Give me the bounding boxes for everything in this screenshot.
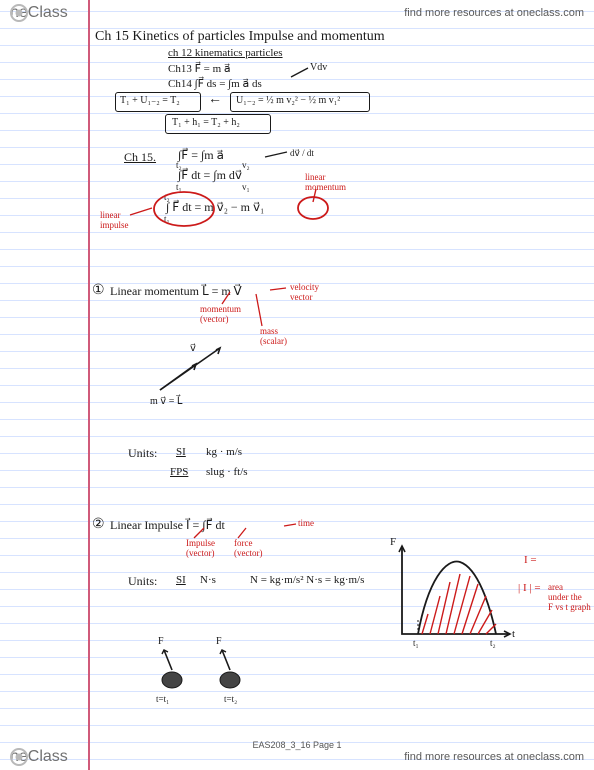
body1-F: F	[158, 636, 164, 647]
ch15-t2a: t₂	[176, 160, 182, 170]
ch14-line: Ch14 ∫F⃗ ds = ∫m a⃗ ds	[168, 77, 262, 90]
ch15-v1: v₁	[242, 182, 250, 192]
brand-logo: neClass	[10, 4, 68, 22]
sec2-units: Units:	[128, 574, 157, 589]
diagram-v: v⃗	[190, 343, 196, 354]
ch15-v2: v₂	[242, 160, 250, 170]
sec2-num: ②	[92, 516, 105, 533]
vdv-arrow	[290, 66, 312, 80]
vdv: Vdv	[310, 62, 327, 73]
sec2-si-val: N·s	[200, 574, 216, 586]
box-left-text: T₁ + U₁₋₂ = T₂	[120, 95, 180, 106]
box-center-text: U₁₋₂ = ½ m v₂² − ½ m v₁²	[236, 95, 340, 106]
sec2-si: SI	[176, 574, 186, 586]
sec2-red-arrows	[186, 524, 316, 548]
ft-graph	[388, 540, 518, 650]
graph-t: t	[512, 628, 515, 640]
ch15-label: Ch 15.	[124, 150, 156, 165]
ch15-line2: ∫F⃗ dt = ∫m dv⃗	[178, 168, 242, 183]
dvdt: dv⃗ / dt	[290, 148, 314, 159]
body1	[150, 640, 200, 695]
graph-F: F	[390, 536, 396, 548]
findmore-bottom: find more resources at oneclass.com	[404, 751, 584, 763]
graph-desc: area under the F vs t graph	[548, 582, 591, 612]
graph-I: I =	[524, 554, 537, 566]
sec2-conv: N = kg·m/s² N·s = kg·m/s	[250, 574, 364, 586]
linear-impulse-lbl: linear impulse	[100, 210, 129, 230]
sec1-fps: FPS	[170, 466, 188, 478]
diagram-mv: m v⃗ = L⃗	[150, 396, 182, 407]
notes-content: Ch 15 Kinetics of particles Impulse and …	[0, 0, 594, 770]
body2-t: t=t₂	[224, 694, 237, 704]
sec1-si: SI	[176, 446, 186, 458]
logo-icon	[10, 748, 28, 766]
body1-t: t=t₁	[156, 694, 169, 704]
ch13-line: Ch13 F⃗ = m a⃗	[168, 62, 231, 75]
arrow-left: ←	[208, 92, 222, 108]
title: Ch 15 Kinetics of particles Impulse and …	[95, 29, 385, 45]
graph-t2: t₂	[490, 638, 496, 648]
sec1-fps-val: slug · ft/s	[206, 466, 248, 478]
sec1-units: Units:	[128, 446, 157, 461]
ch15-line1: ∫F⃗ = ∫m a⃗	[178, 148, 224, 163]
body2-F: F	[216, 636, 222, 647]
sec1-red-arrows	[200, 286, 320, 346]
box-bottom-text: T₁ + h₁ = T₂ + h₂	[172, 117, 240, 128]
brand-logo-bottom: neClass	[10, 748, 68, 766]
impulse-circle	[152, 190, 216, 228]
body2	[208, 640, 258, 695]
graph-magI: | I | =	[518, 582, 541, 594]
logo-icon	[10, 4, 28, 22]
impulse-arrow	[128, 205, 156, 219]
page-label: EAS208_3_16 Page 1	[0, 740, 594, 750]
dvdt-arrow	[264, 150, 290, 160]
sec1-si-val: kg · m/s	[206, 446, 242, 458]
findmore-top: find more resources at oneclass.com	[404, 7, 584, 19]
header: neClass find more resources at oneclass.…	[0, 0, 594, 26]
sec1-num: ①	[92, 282, 105, 299]
momentum-arrow	[310, 188, 324, 204]
graph-t1: t₁	[413, 638, 419, 648]
ch12-line: ch 12 kinematics particles	[168, 47, 283, 59]
